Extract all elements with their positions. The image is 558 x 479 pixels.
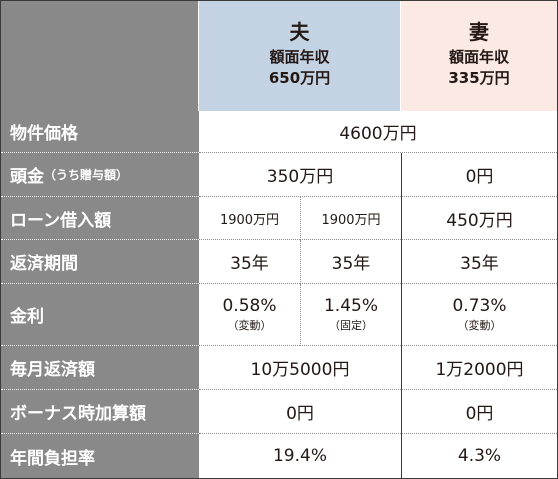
interest-rate-husband-2-note: （固定） [329,319,373,332]
interest-rate-label: 金利 [10,307,44,327]
husband-income-label: 額面年収 [269,48,330,66]
repayment-period-husband-1: 35年 [199,240,300,284]
down-payment-husband: 350万円 [199,153,401,197]
row-label-down-payment: 頭金 （うち贈与額） [1,153,199,197]
repayment-period-label: 返済期間 [10,254,78,274]
interest-rate-wife-note: （変動） [457,319,502,332]
interest-rate-husband-1: 0.58% （変動） [199,284,300,346]
wife-title: 妻 [469,20,489,44]
row-label-repayment-period: 返済期間 [1,240,199,284]
husband-income-value: 650万円 [268,69,331,87]
wife-income-label: 額面年収 [448,48,509,66]
row-label-property-price: 物件価格 [1,111,199,153]
header-husband: 夫 額面年収 650万円 [199,1,401,111]
interest-rate-wife-value: 0.73% [452,296,507,316]
bonus-payment-wife: 0円 [401,390,557,434]
property-price-value: 4600万円 [199,111,557,153]
interest-rate-husband-1-value: 0.58% [222,296,277,316]
loan-amount-wife: 450万円 [401,197,557,240]
repayment-period-wife: 35年 [401,240,557,284]
loan-amount-husband-2: 1900万円 [300,197,401,240]
monthly-payment-label: 毎月返済額 [10,360,95,380]
row-label-monthly-payment: 毎月返済額 [1,346,199,390]
annual-burden-label: 年間負担率 [10,448,95,469]
repayment-period-husband-2: 35年 [300,240,401,284]
down-payment-label: 頭金 [10,167,44,187]
row-label-loan-amount: ローン借入額 [1,197,199,240]
husband-title: 夫 [289,20,310,44]
loan-amount-husband-1: 1900万円 [199,197,300,240]
loan-amount-label: ローン借入額 [10,210,112,231]
annual-burden-husband: 19.4% [199,434,401,478]
interest-rate-husband-1-note: （変動） [227,319,272,332]
header-wife: 妻 額面年収 335万円 [401,1,557,111]
interest-rate-husband-2-value: 1.45% [323,296,378,316]
row-label-bonus-payment: ボーナス時加算額 [1,390,199,434]
monthly-payment-husband: 10万5000円 [199,346,401,390]
header-corner [1,1,199,111]
down-payment-label-note: （うち贈与額） [44,168,129,182]
row-label-annual-burden: 年間負担率 [1,434,199,478]
interest-rate-husband-2: 1.45% （固定） [300,284,401,346]
interest-rate-wife: 0.73% （変動） [401,284,557,346]
bonus-payment-husband: 0円 [199,390,401,434]
annual-burden-wife: 4.3% [401,434,557,478]
row-label-interest-rate: 金利 [1,284,199,346]
wife-income-value: 335万円 [448,69,510,87]
bonus-payment-label: ボーナス時加算額 [10,404,146,424]
monthly-payment-wife: 1万2000円 [401,346,557,390]
down-payment-wife: 0円 [401,153,557,197]
property-price-label: 物件価格 [10,124,78,144]
